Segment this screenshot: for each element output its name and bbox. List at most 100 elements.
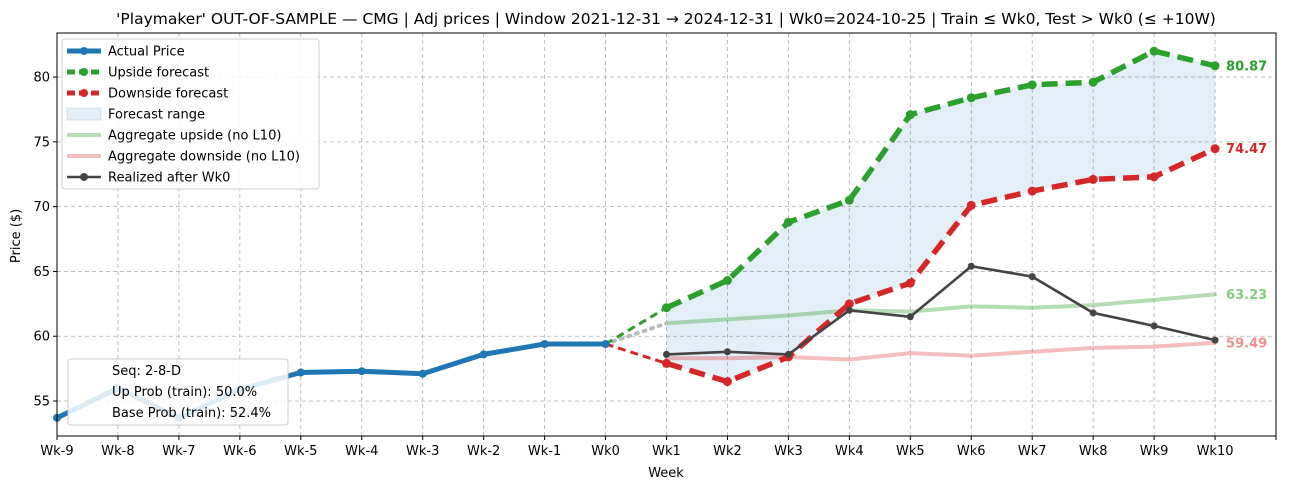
downside-forecast-point xyxy=(844,299,854,309)
upside-forecast-point xyxy=(662,303,671,313)
y-tick-label: 55 xyxy=(33,395,50,410)
x-tick-label: Wk-2 xyxy=(467,444,500,459)
upside-forecast-point xyxy=(1027,80,1037,90)
realized-point xyxy=(723,348,731,356)
legend: Actual Price Upside forecast Downside fore… xyxy=(61,38,320,190)
downside-forecast-point xyxy=(1210,144,1220,154)
legend-marker xyxy=(80,68,88,76)
info-box-line: Seq: 2-8-D xyxy=(112,364,181,379)
aggregate-connector xyxy=(603,321,669,346)
legend-label: Actual Price xyxy=(108,45,185,60)
realized-point xyxy=(906,313,914,321)
x-tick-label: Wk-7 xyxy=(162,444,195,459)
info-box-line: Up Prob (train): 50.0% xyxy=(112,385,257,400)
downside-forecast-point xyxy=(905,278,915,288)
downside-forecast-point xyxy=(662,358,671,368)
realized-point xyxy=(663,350,670,358)
actual-price-point xyxy=(601,339,610,348)
chart-title: 'Playmaker' OUT-OF-SAMPLE — CMG | Adj pr… xyxy=(116,10,1216,28)
y-tick-label: 80 xyxy=(33,71,50,86)
downside-forecast-point xyxy=(966,200,976,210)
x-tick-label: Wk-4 xyxy=(345,444,378,459)
end-value-label: 63.23 xyxy=(1226,288,1267,303)
actual-price-point xyxy=(418,369,427,378)
series-layer xyxy=(53,46,1220,422)
x-tick-label: Wk8 xyxy=(1079,444,1108,459)
x-tick-label: Wk2 xyxy=(713,444,742,459)
legend-label: Downside forecast xyxy=(108,87,228,102)
realized-point xyxy=(784,350,792,358)
aggregate-upside-line xyxy=(664,292,1217,326)
actual-price-point xyxy=(296,368,305,377)
end-value-label: 59.49 xyxy=(1226,336,1267,351)
realized-point xyxy=(967,262,975,270)
y-axis-label: Price ($) xyxy=(9,209,24,263)
downside-forecast-point xyxy=(1027,186,1037,196)
actual-price-point xyxy=(540,339,549,348)
x-tick-label: Wk0 xyxy=(591,444,620,459)
downside-forecast-point xyxy=(1088,174,1098,184)
forecast-range-area xyxy=(666,51,1216,382)
info-box-frame xyxy=(67,358,289,426)
axes: Wk-9 Wk-8 Wk-7 Wk-6 Wk-5 Wk-4 Wk-3 Wk-2 Wk-1 Wk0 W… xyxy=(33,32,1277,459)
y-tick-label: 60 xyxy=(33,330,50,345)
legend-label: Aggregate upside (no L10) xyxy=(108,129,281,144)
upside-forecast-point xyxy=(722,276,732,286)
x-tick-label: Wk10 xyxy=(1197,444,1234,459)
realized-point xyxy=(1089,309,1097,317)
legend-marker xyxy=(80,89,88,97)
info-box: Seq: 2-8-D Up Prob (train): 50.0% Base Pro… xyxy=(67,358,289,426)
x-tick-label: Wk-3 xyxy=(406,444,439,459)
legend-label: Aggregate downside (no L10) xyxy=(108,150,300,165)
upside-connector xyxy=(604,306,668,346)
x-tick-label: Wk4 xyxy=(835,444,864,459)
end-labels: 80.87 74.47 63.23 59.49 xyxy=(1226,59,1267,351)
legend-marker xyxy=(80,47,88,55)
aggregate-downside-line xyxy=(664,340,1217,362)
realized-line xyxy=(666,264,1216,356)
upside-forecast-point xyxy=(844,195,854,205)
upside-forecast-point xyxy=(783,217,793,227)
downside-forecast-line xyxy=(665,146,1217,385)
upside-forecast-point xyxy=(1149,46,1159,56)
end-value-label: 74.47 xyxy=(1226,142,1267,157)
end-value-label: 80.87 xyxy=(1226,59,1267,74)
downside-connector xyxy=(605,342,667,365)
x-axis-label: Week xyxy=(648,466,684,481)
upside-forecast-point xyxy=(905,110,915,120)
x-tick-label: Wk-8 xyxy=(101,444,134,459)
legend-label: Realized after Wk0 xyxy=(108,171,230,186)
realized-point xyxy=(1150,322,1158,330)
y-tick-label: 70 xyxy=(33,200,50,215)
legend-marker xyxy=(80,173,88,181)
x-tick-label: Wk9 xyxy=(1140,444,1169,459)
x-tick-label: Wk-6 xyxy=(223,444,256,459)
realized-point xyxy=(845,306,853,314)
upside-forecast-point xyxy=(966,93,976,103)
x-tick-label: Wk6 xyxy=(957,444,986,459)
downside-forecast-point xyxy=(1149,172,1159,182)
x-tick-label: Wk1 xyxy=(652,444,681,459)
legend-box xyxy=(61,38,320,190)
upside-forecast-point xyxy=(1210,61,1220,71)
upside-forecast-point xyxy=(1088,77,1098,87)
realized-point xyxy=(1028,273,1036,281)
y-tick-label: 65 xyxy=(33,265,50,280)
x-tick-label: Wk-5 xyxy=(284,444,317,459)
x-tick-label: Wk-1 xyxy=(528,444,561,459)
downside-forecast-point xyxy=(722,377,732,387)
legend-label: Forecast range xyxy=(108,108,205,123)
x-tick-label: Wk3 xyxy=(774,444,803,459)
info-box-line: Base Prob (train): 52.4% xyxy=(112,406,271,421)
y-tick-label: 75 xyxy=(33,135,50,150)
x-tick-label: Wk7 xyxy=(1018,444,1047,459)
legend-label: Upside forecast xyxy=(108,66,209,81)
actual-price-point xyxy=(479,350,488,359)
realized-point xyxy=(1211,336,1219,344)
actual-price-point xyxy=(357,367,366,376)
legend-swatch xyxy=(66,107,102,121)
x-tick-label: Wk-9 xyxy=(40,444,73,459)
upside-forecast-line xyxy=(665,48,1216,311)
x-tick-label: Wk5 xyxy=(896,444,925,459)
